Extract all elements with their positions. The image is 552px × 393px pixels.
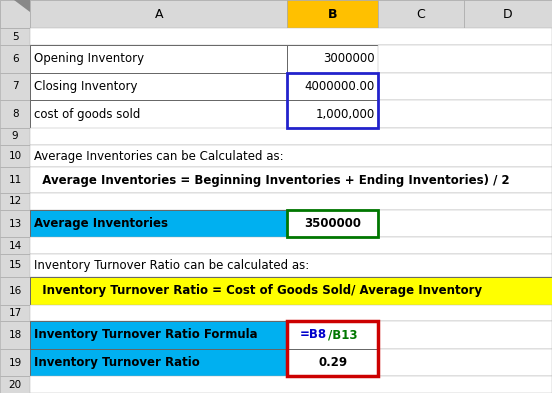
Bar bbox=[287, 0, 378, 28]
Bar bbox=[0, 305, 30, 321]
Text: 5: 5 bbox=[12, 32, 19, 42]
Bar bbox=[30, 73, 287, 100]
Text: 14: 14 bbox=[8, 241, 22, 251]
Text: 0.29: 0.29 bbox=[318, 356, 347, 369]
Text: Inventory Turnover Ratio can be calculated as:: Inventory Turnover Ratio can be calculat… bbox=[34, 259, 309, 272]
Bar bbox=[0, 167, 30, 193]
Text: Inventory Turnover Ratio Formula: Inventory Turnover Ratio Formula bbox=[34, 329, 257, 342]
Bar bbox=[30, 0, 287, 28]
Bar bbox=[30, 45, 287, 73]
Bar bbox=[287, 321, 378, 376]
Text: 15: 15 bbox=[8, 261, 22, 270]
Polygon shape bbox=[14, 0, 30, 12]
Text: D: D bbox=[503, 8, 513, 21]
Bar bbox=[0, 193, 30, 210]
Text: 3000000: 3000000 bbox=[323, 52, 375, 65]
Bar bbox=[378, 349, 552, 376]
Bar bbox=[0, 349, 30, 376]
Bar bbox=[464, 0, 552, 28]
Text: 3500000: 3500000 bbox=[304, 217, 361, 230]
Bar bbox=[378, 210, 552, 237]
Bar bbox=[0, 0, 30, 28]
Text: A: A bbox=[155, 8, 163, 21]
Text: 13: 13 bbox=[8, 219, 22, 229]
Bar bbox=[30, 321, 287, 349]
Bar bbox=[30, 210, 287, 237]
Bar bbox=[0, 237, 30, 254]
Text: 6: 6 bbox=[12, 54, 19, 64]
Text: Average Inventories = Beginning Inventories + Ending Inventories) / 2: Average Inventories = Beginning Inventor… bbox=[34, 174, 509, 187]
Bar bbox=[0, 277, 30, 305]
Text: 7: 7 bbox=[12, 81, 19, 92]
Bar bbox=[0, 0, 552, 28]
Bar bbox=[287, 349, 378, 376]
Text: 19: 19 bbox=[8, 358, 22, 367]
Bar bbox=[30, 128, 552, 145]
Bar bbox=[30, 237, 552, 254]
Bar bbox=[0, 254, 30, 277]
Text: 20: 20 bbox=[9, 380, 22, 390]
Text: 16: 16 bbox=[8, 286, 22, 296]
Bar bbox=[30, 254, 552, 277]
Bar bbox=[30, 100, 287, 128]
Text: Average Inventories can be Calculated as:: Average Inventories can be Calculated as… bbox=[34, 149, 283, 163]
Bar bbox=[287, 73, 378, 128]
Text: Average Inventories: Average Inventories bbox=[34, 217, 168, 230]
Bar bbox=[0, 73, 30, 100]
Bar bbox=[287, 100, 378, 128]
Bar bbox=[0, 100, 30, 128]
Bar bbox=[378, 0, 464, 28]
Bar bbox=[30, 145, 552, 167]
Text: B: B bbox=[328, 8, 337, 21]
Bar bbox=[30, 349, 287, 376]
Bar bbox=[30, 167, 552, 193]
Bar bbox=[287, 321, 378, 349]
Text: Inventory Turnover Ratio = Cost of Goods Sold/ Average Inventory: Inventory Turnover Ratio = Cost of Goods… bbox=[34, 284, 482, 297]
Bar bbox=[378, 73, 552, 100]
Bar bbox=[0, 321, 30, 349]
Text: 12: 12 bbox=[8, 196, 22, 206]
Text: 11: 11 bbox=[8, 175, 22, 185]
Bar bbox=[287, 45, 378, 73]
Bar bbox=[287, 210, 378, 237]
Bar bbox=[0, 210, 30, 237]
Text: Inventory Turnover Ratio: Inventory Turnover Ratio bbox=[34, 356, 199, 369]
Bar bbox=[0, 45, 30, 73]
Bar bbox=[30, 305, 552, 321]
Bar bbox=[378, 100, 552, 128]
Bar bbox=[0, 28, 30, 45]
Bar bbox=[287, 210, 378, 237]
Text: 10: 10 bbox=[9, 151, 22, 161]
Bar bbox=[378, 321, 552, 349]
Text: 18: 18 bbox=[8, 330, 22, 340]
Bar bbox=[30, 376, 552, 393]
Bar bbox=[0, 128, 30, 145]
Text: C: C bbox=[417, 8, 425, 21]
Text: 4000000.00: 4000000.00 bbox=[305, 80, 375, 93]
Text: 1,000,000: 1,000,000 bbox=[316, 108, 375, 121]
Text: Closing Inventory: Closing Inventory bbox=[34, 80, 137, 93]
Bar bbox=[0, 145, 30, 167]
Text: 9: 9 bbox=[12, 131, 19, 141]
Bar bbox=[287, 73, 378, 100]
Bar bbox=[30, 193, 552, 210]
Text: /B13: /B13 bbox=[328, 329, 358, 342]
Text: cost of goods sold: cost of goods sold bbox=[34, 108, 140, 121]
Bar bbox=[378, 45, 552, 73]
Text: =B8: =B8 bbox=[300, 329, 327, 342]
Bar bbox=[30, 277, 552, 305]
Bar bbox=[30, 28, 552, 45]
Text: 17: 17 bbox=[8, 308, 22, 318]
Text: Opening Inventory: Opening Inventory bbox=[34, 52, 144, 65]
Text: 8: 8 bbox=[12, 109, 19, 119]
Bar bbox=[0, 376, 30, 393]
